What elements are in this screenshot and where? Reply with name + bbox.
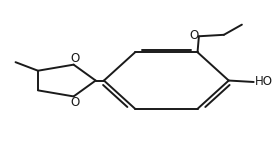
Text: O: O [189, 29, 198, 42]
Text: HO: HO [255, 75, 273, 89]
Text: O: O [70, 96, 80, 109]
Text: O: O [70, 52, 80, 65]
